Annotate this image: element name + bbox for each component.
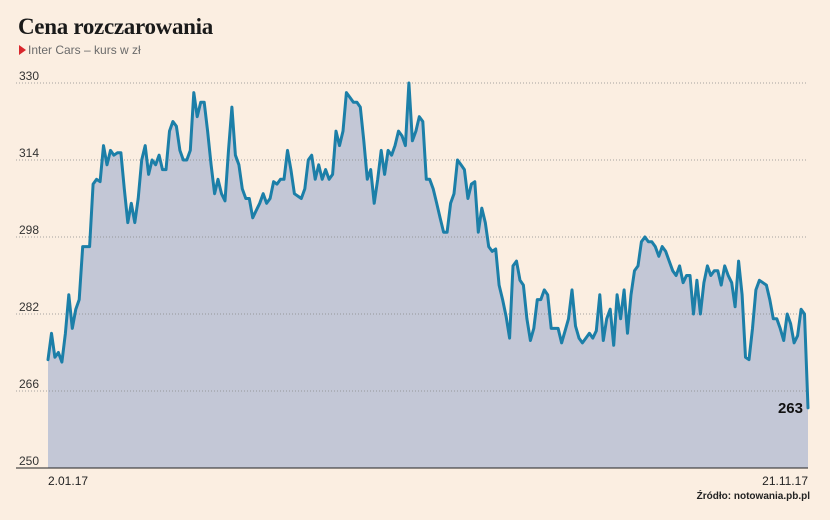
- source-note: Źródło: notowania.pb.pl: [696, 491, 810, 502]
- x-tick-label-start: 2.01.17: [48, 474, 88, 488]
- chart-title: Cena rozczarowania: [18, 14, 213, 39]
- triangle-marker-icon: [19, 45, 26, 55]
- y-tick-label: 298: [19, 223, 39, 237]
- y-tick-label: 250: [19, 454, 39, 468]
- y-tick-label: 282: [19, 300, 39, 314]
- chart-subtitle: Inter Cars – kurs w zł: [28, 43, 141, 57]
- y-tick-label: 266: [19, 377, 39, 391]
- area-fill: [48, 83, 808, 468]
- end-value-label: 263: [778, 400, 803, 417]
- x-tick-label-end: 21.11.17: [762, 474, 808, 488]
- price-line: [46, 81, 810, 410]
- y-tick-label: 330: [19, 69, 39, 83]
- y-tick-label: 314: [19, 146, 39, 160]
